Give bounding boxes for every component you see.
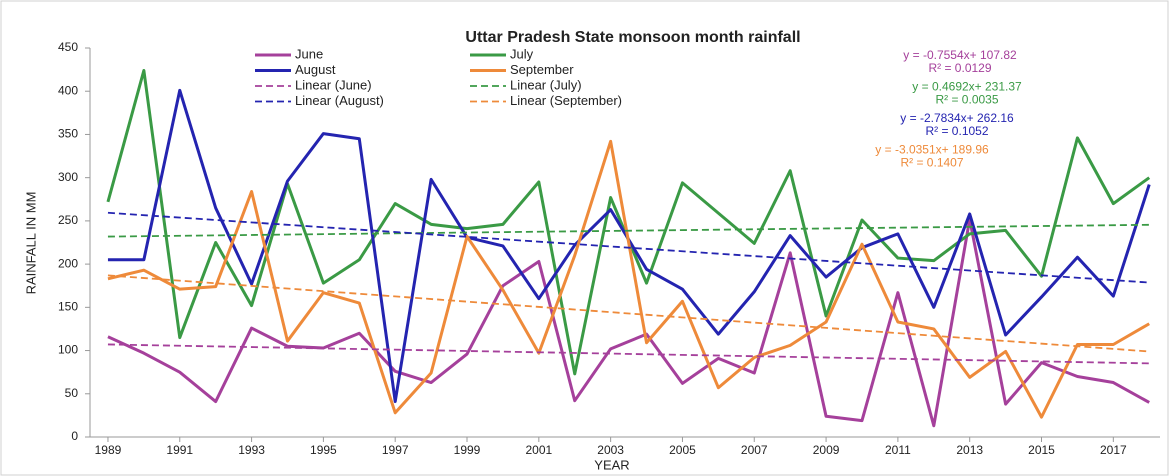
x-tick-label: 2001 <box>525 443 552 457</box>
x-tick-label: 2009 <box>813 443 840 457</box>
x-tick-label: 2003 <box>597 443 624 457</box>
y-tick-label: 200 <box>58 256 78 270</box>
y-tick-label: 300 <box>58 170 78 184</box>
x-tick-label: 2017 <box>1100 443 1127 457</box>
x-tick-label: 2015 <box>1028 443 1055 457</box>
annotation: y = 0.4692x+ 231.37 <box>912 80 1022 94</box>
series-line <box>107 139 1150 419</box>
series-line <box>107 217 1150 428</box>
x-tick-label: 2013 <box>956 443 983 457</box>
legend-label: Linear (September) <box>510 93 622 108</box>
y-tick-label: 350 <box>58 127 78 141</box>
annotation: y = -0.7554x+ 107.82 <box>903 48 1017 62</box>
legend-label: Linear (June) <box>295 77 372 92</box>
y-tick-label: 250 <box>58 213 78 227</box>
annotation: R² = 0.0129 <box>928 61 991 75</box>
x-tick-label: 2005 <box>669 443 696 457</box>
x-tick-label: 2007 <box>741 443 768 457</box>
annotation: y = -3.0351x+ 189.96 <box>875 143 989 157</box>
trend-line <box>107 343 1150 365</box>
legend-label: Linear (July) <box>510 77 582 92</box>
x-tick-label: 1999 <box>454 443 481 457</box>
x-tick-label: 2011 <box>885 443 911 457</box>
legend-label: June <box>295 46 323 61</box>
trend-line <box>107 211 1150 284</box>
annotation: R² = 0.1052 <box>925 124 988 138</box>
x-tick-label: 1991 <box>166 443 193 457</box>
x-tick-label: 1989 <box>95 443 122 457</box>
legend-label: July <box>510 46 534 61</box>
annotation: y = -2.7834x+ 262.16 <box>900 111 1014 125</box>
chart-title: Uttar Pradesh State monsoon month rainfa… <box>465 29 800 46</box>
trend-line <box>107 223 1150 238</box>
y-tick-label: 100 <box>58 343 78 357</box>
legend-label: September <box>510 62 574 77</box>
x-tick-label: 1993 <box>238 443 265 457</box>
legend-label: August <box>295 62 336 77</box>
y-tick-label: 0 <box>71 429 78 443</box>
y-tick-label: 450 <box>58 40 78 54</box>
y-tick-label: 150 <box>58 300 78 314</box>
annotation: R² = 0.0035 <box>935 93 998 107</box>
x-tick-label: 1995 <box>310 443 337 457</box>
x-tick-label: 1997 <box>382 443 409 457</box>
y-tick-label: 400 <box>58 83 78 97</box>
trend-line <box>107 274 1150 353</box>
x-axis-label: YEAR <box>594 457 629 472</box>
y-tick-label: 50 <box>65 386 79 400</box>
annotation: R² = 0.1407 <box>900 156 963 170</box>
y-axis-label: RAINFALL IN MM <box>23 192 38 295</box>
legend-label: Linear (August) <box>295 93 384 108</box>
